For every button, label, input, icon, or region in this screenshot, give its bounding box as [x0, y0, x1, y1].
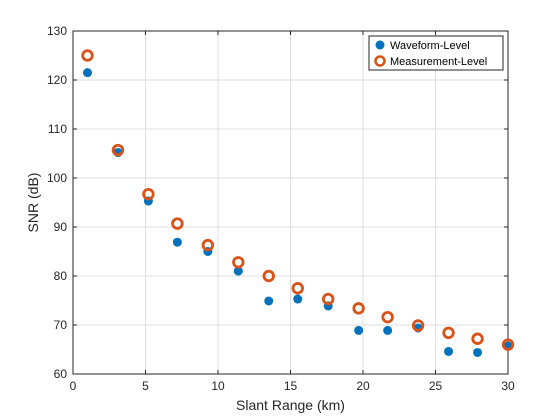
y-tick-label: 70 — [54, 318, 68, 332]
y-tick-label: 80 — [54, 269, 68, 283]
data-point-measurement-level — [471, 332, 484, 345]
x-tick-label: 25 — [429, 379, 443, 393]
y-axis-label: SNR (dB) — [25, 173, 41, 233]
data-point-measurement-level — [352, 302, 365, 315]
data-points — [81, 49, 515, 357]
y-tick-label: 120 — [47, 73, 67, 87]
y-tick-label: 60 — [54, 367, 68, 381]
x-tick-label: 10 — [211, 379, 225, 393]
data-point-measurement-level — [201, 238, 215, 252]
data-point-measurement-level — [442, 326, 455, 340]
data-point-measurement-level — [322, 292, 335, 306]
data-point-measurement-level — [411, 319, 425, 332]
data-point-waveform-level — [83, 68, 92, 78]
data-point-measurement-level — [381, 310, 394, 324]
data-point-waveform-level — [383, 325, 393, 335]
legend-box — [368, 35, 504, 71]
y-tick-label: 110 — [48, 122, 67, 136]
data-point-waveform-level — [444, 346, 454, 356]
y-tick-label: 100 — [47, 171, 67, 185]
legend-label-waveform-level: Waveform-Level — [390, 40, 470, 52]
ticks — [72, 30, 509, 375]
x-tick-label: 5 — [142, 379, 149, 393]
legend-marker-waveform-level — [375, 40, 385, 50]
data-point-measurement-level — [171, 217, 184, 230]
data-point-measurement-level — [501, 338, 515, 351]
data-point-waveform-level — [172, 237, 182, 247]
data-point-measurement-level — [142, 187, 155, 201]
x-tick-label: 15 — [284, 379, 298, 393]
x-tick-label: 0 — [70, 379, 77, 393]
data-point-waveform-level — [264, 296, 274, 306]
data-point-waveform-level — [473, 347, 483, 357]
y-tick-label: 130 — [47, 24, 67, 38]
legend-marker-measurement-level — [374, 55, 386, 67]
x-axis-label: Slant Range (km) — [236, 397, 345, 413]
tick-labels: 0 5 10 15 20 25 30 60 70 80 90 100 110 120 130 — [47, 24, 515, 393]
data-point-measurement-level — [81, 49, 94, 62]
x-tick-label: 30 — [501, 379, 515, 393]
data-point-waveform-level — [293, 294, 303, 304]
data-point-measurement-level — [232, 256, 245, 269]
x-tick-label: 20 — [356, 379, 370, 393]
legend-label-measurement-level: Measurement-Level — [390, 56, 487, 68]
data-point-waveform-level — [354, 325, 364, 335]
data-point-measurement-level — [111, 143, 125, 157]
y-tick-label: 90 — [54, 220, 68, 234]
legend: Waveform-Level Measurement-Level — [368, 35, 504, 71]
grid — [73, 31, 508, 374]
data-point-measurement-level — [291, 282, 304, 295]
data-point-measurement-level — [262, 269, 275, 283]
data-point-waveform-level — [233, 266, 243, 276]
